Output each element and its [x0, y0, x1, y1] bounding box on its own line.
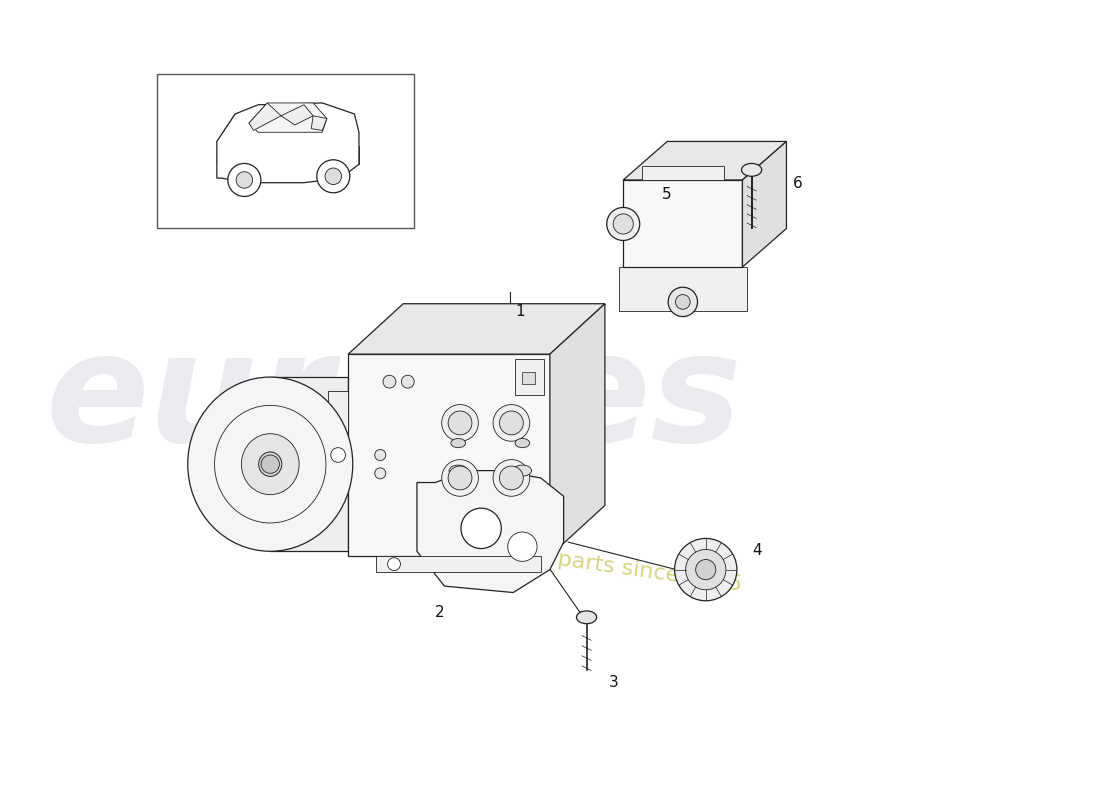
Text: 4: 4 — [752, 543, 762, 558]
Ellipse shape — [448, 466, 472, 490]
Polygon shape — [515, 358, 544, 395]
Ellipse shape — [241, 434, 299, 494]
Circle shape — [228, 163, 261, 197]
Polygon shape — [550, 304, 605, 556]
Circle shape — [324, 168, 341, 185]
Bar — [157, 74, 415, 228]
Ellipse shape — [741, 163, 761, 176]
Polygon shape — [271, 377, 349, 551]
Circle shape — [331, 448, 345, 462]
Ellipse shape — [607, 207, 640, 241]
Circle shape — [674, 538, 737, 601]
Polygon shape — [249, 103, 280, 130]
Polygon shape — [217, 103, 359, 182]
Polygon shape — [417, 470, 563, 593]
Ellipse shape — [188, 377, 353, 551]
Circle shape — [461, 508, 502, 549]
Polygon shape — [618, 267, 747, 311]
Circle shape — [375, 450, 386, 461]
Circle shape — [387, 558, 400, 570]
Circle shape — [675, 294, 690, 310]
Text: 5: 5 — [661, 187, 671, 202]
Polygon shape — [280, 105, 314, 125]
Circle shape — [695, 559, 716, 580]
Circle shape — [402, 375, 415, 388]
Text: 3: 3 — [609, 675, 619, 690]
Circle shape — [508, 532, 537, 562]
Circle shape — [375, 468, 386, 479]
Text: 1: 1 — [515, 305, 525, 319]
Ellipse shape — [449, 465, 468, 476]
Polygon shape — [624, 142, 786, 180]
Polygon shape — [349, 304, 605, 354]
Ellipse shape — [499, 411, 524, 435]
Text: 6: 6 — [793, 176, 802, 191]
Circle shape — [236, 172, 253, 188]
Ellipse shape — [258, 452, 282, 476]
Ellipse shape — [493, 405, 530, 442]
Polygon shape — [742, 142, 786, 267]
Ellipse shape — [448, 411, 472, 435]
Polygon shape — [624, 180, 742, 267]
Polygon shape — [349, 354, 550, 556]
Ellipse shape — [613, 214, 634, 234]
Circle shape — [317, 160, 350, 193]
Circle shape — [383, 375, 396, 388]
Text: europes: europes — [46, 326, 742, 474]
Ellipse shape — [576, 611, 596, 624]
Polygon shape — [311, 116, 327, 130]
Polygon shape — [522, 371, 536, 385]
Circle shape — [685, 550, 726, 590]
Circle shape — [261, 455, 279, 474]
Ellipse shape — [499, 466, 524, 490]
Polygon shape — [641, 166, 724, 180]
Circle shape — [668, 287, 697, 317]
Ellipse shape — [442, 405, 478, 442]
Ellipse shape — [451, 438, 465, 448]
Ellipse shape — [493, 459, 530, 496]
Ellipse shape — [515, 438, 530, 448]
Text: a passion for parts since 1985: a passion for parts since 1985 — [407, 528, 744, 594]
Ellipse shape — [442, 459, 478, 496]
Text: 2: 2 — [434, 606, 444, 620]
Polygon shape — [328, 391, 349, 492]
Polygon shape — [249, 103, 327, 132]
Ellipse shape — [514, 465, 531, 476]
Polygon shape — [376, 556, 541, 572]
